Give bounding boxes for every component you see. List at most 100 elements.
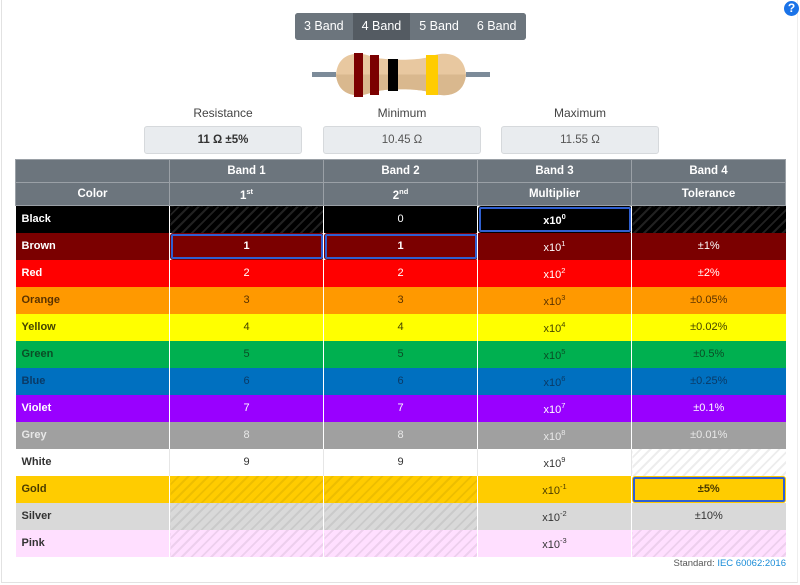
band-count-selector: 3 Band 4 Band 5 Band 6 Band (295, 13, 526, 40)
band2-cell[interactable]: 6 (323, 367, 478, 395)
multiplier-base: x10 (542, 484, 561, 497)
multiplier-cell[interactable]: x10-3 (477, 529, 632, 557)
resistor-band-2 (370, 55, 379, 95)
tolerance-cell[interactable]: ±0.05% (631, 286, 786, 314)
band1-cell[interactable]: 2 (169, 259, 324, 287)
multiplier-cell[interactable]: x10-2 (477, 502, 632, 530)
color-name: Gold (21, 483, 47, 495)
tolerance-cell[interactable]: ±0.02% (631, 313, 786, 341)
table-row-blue: Blue 6 6 x106 ±0.25% (15, 367, 786, 395)
band2-cell[interactable]: 9 (323, 448, 478, 476)
band2-cell[interactable]: 0 (323, 205, 478, 233)
header-empty (15, 159, 170, 183)
resistor-diagram (312, 53, 490, 97)
band1-cell[interactable]: 3 (169, 286, 324, 314)
color-name: Brown (21, 240, 56, 252)
multiplier-exponent: 6 (561, 373, 566, 383)
color-name: Silver (21, 510, 52, 522)
band2-cell[interactable]: 3 (323, 286, 478, 314)
table-row-silver: Silver x10-2 ±10% (15, 502, 786, 530)
color-name: Red (21, 267, 43, 279)
multiplier-exponent: 4 (561, 319, 566, 329)
multiplier-exponent: 5 (561, 346, 566, 356)
color-name: Green (21, 348, 54, 360)
color-name: White (21, 456, 52, 468)
band-option-3[interactable]: 3 Band (295, 13, 353, 40)
band2-cell[interactable]: 5 (323, 340, 478, 368)
multiplier-base: x10 (543, 349, 562, 362)
tolerance-cell[interactable]: ±0.1% (631, 394, 786, 422)
band2-cell (323, 475, 478, 503)
multiplier-cell[interactable]: x106 (477, 367, 632, 395)
tolerance-cell (631, 205, 786, 233)
table-row-black: Black 0 x100 (15, 205, 786, 233)
multiplier-exponent: -2 (560, 508, 567, 518)
multiplier-cell[interactable]: x102 (477, 259, 632, 287)
tolerance-cell[interactable]: ±1% (631, 232, 786, 260)
band1-cell (169, 502, 324, 530)
band1-cell[interactable]: 9 (169, 448, 324, 476)
multiplier-exponent: -3 (560, 535, 567, 545)
band-option-4[interactable]: 4 Band (352, 13, 411, 40)
color-name: Orange (21, 294, 61, 306)
multiplier-base: x10 (543, 430, 562, 443)
standard-footer: Standard: IEC 60062:2016 (673, 558, 786, 569)
multiplier-cell[interactable]: x100 (477, 205, 632, 233)
header-1st-digit: 1st (169, 182, 324, 206)
multiplier-base: x10 (542, 538, 561, 551)
band1-cell[interactable]: 1 (169, 232, 324, 260)
multiplier-exponent: 7 (561, 400, 566, 410)
table-row-red: Red 2 2 x102 ±2% (15, 259, 786, 287)
band2-cell[interactable]: 2 (323, 259, 478, 287)
band-option-6[interactable]: 6 Band (467, 13, 526, 40)
multiplier-cell[interactable]: x101 (477, 232, 632, 260)
help-icon[interactable]: ? (784, 1, 799, 16)
tolerance-cell[interactable]: ±2% (631, 259, 786, 287)
table-row-violet: Violet 7 7 x107 ±0.1% (15, 394, 786, 422)
tolerance-cell[interactable]: ±5% (631, 475, 786, 503)
color-name: Violet (21, 402, 52, 414)
multiplier-cell[interactable]: x103 (477, 286, 632, 314)
table-row-orange: Orange 3 3 x103 ±0.05% (15, 286, 786, 314)
header-color: Color (15, 182, 170, 206)
tolerance-cell[interactable]: ±10% (631, 502, 786, 530)
minimum-label: Minimum (377, 106, 427, 120)
band1-cell[interactable]: 7 (169, 394, 324, 422)
band2-cell[interactable]: 8 (323, 421, 478, 449)
resistance-value: 11 Ω ±5% (144, 126, 302, 154)
multiplier-base: x10 (543, 295, 562, 308)
multiplier-base: x10 (543, 322, 562, 335)
band2-cell[interactable]: 1 (323, 232, 478, 260)
multiplier-cell[interactable]: x10-1 (477, 475, 632, 503)
multiplier-exponent: 1 (561, 238, 566, 248)
table-row-grey: Grey 8 8 x108 ±0.01% (15, 421, 786, 449)
standard-link[interactable]: IEC 60062:2016 (717, 558, 786, 569)
header-multiplier: Multiplier (477, 182, 632, 206)
tolerance-cell[interactable]: ±0.01% (631, 421, 786, 449)
tolerance-cell[interactable]: ±0.25% (631, 367, 786, 395)
minimum-value: 10.45 Ω (323, 126, 481, 154)
multiplier-cell[interactable]: x105 (477, 340, 632, 368)
multiplier-cell[interactable]: x107 (477, 394, 632, 422)
multiplier-base: x10 (543, 214, 562, 227)
color-code-table: Band 1 Band 2 Band 3 Band 4 Color 1st 2n… (15, 159, 786, 557)
band1-cell[interactable]: 6 (169, 367, 324, 395)
band1-cell[interactable]: 5 (169, 340, 324, 368)
band1-cell[interactable]: 8 (169, 421, 324, 449)
multiplier-cell[interactable]: x104 (477, 313, 632, 341)
header-band-1: Band 1 (169, 159, 324, 183)
band2-cell[interactable]: 7 (323, 394, 478, 422)
multiplier-base: x10 (543, 457, 562, 470)
band2-cell[interactable]: 4 (323, 313, 478, 341)
band1-cell[interactable]: 4 (169, 313, 324, 341)
multiplier-cell[interactable]: x108 (477, 421, 632, 449)
maximum-value: 11.55 Ω (501, 126, 659, 154)
color-name: Black (21, 213, 51, 226)
table-row-gold: Gold x10-1 ±5% (15, 475, 786, 503)
resistor-band-4 (426, 55, 438, 95)
multiplier-exponent: 9 (561, 454, 566, 464)
band-option-5[interactable]: 5 Band (410, 13, 468, 40)
multiplier-cell[interactable]: x109 (477, 448, 632, 476)
tolerance-cell[interactable]: ±0.5% (631, 340, 786, 368)
multiplier-base: x10 (542, 511, 561, 524)
